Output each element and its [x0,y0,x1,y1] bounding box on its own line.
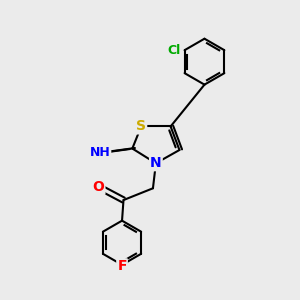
Text: F: F [117,259,127,273]
Text: O: O [92,180,104,194]
Text: S: S [136,119,146,134]
Text: Cl: Cl [168,44,181,57]
Text: NH: NH [90,146,110,159]
Text: N: N [150,156,162,170]
